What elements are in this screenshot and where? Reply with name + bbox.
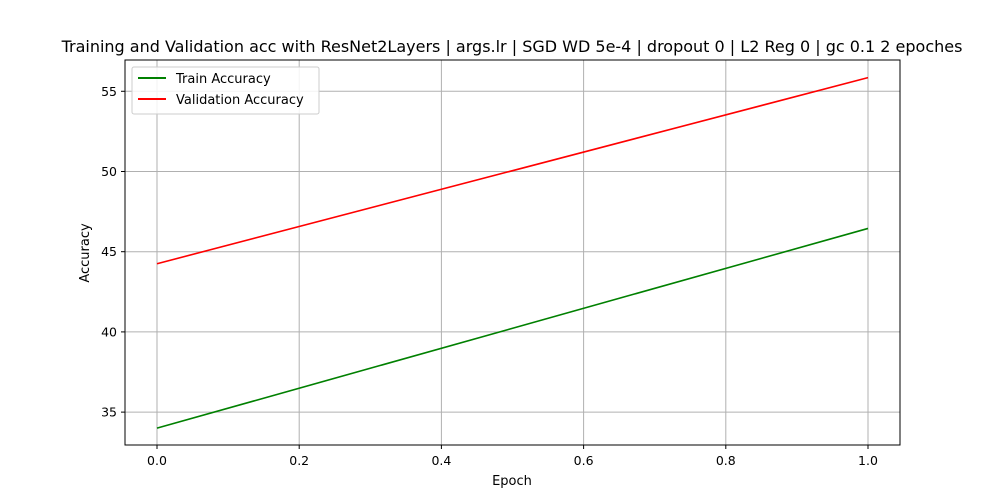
- y-tick-label: 55: [101, 84, 117, 99]
- plot-frame: [124, 59, 901, 446]
- legend: Train Accuracy Validation Accuracy: [131, 66, 320, 115]
- chart-title: Training and Validation acc with ResNet2…: [61, 37, 963, 56]
- x-tick-label: 1.0: [858, 453, 878, 468]
- y-tick-label: 50: [101, 164, 117, 179]
- y-axis-label: Accuracy: [78, 223, 93, 283]
- x-axis-ticks: 0.0 0.2 0.4 0.6 0.8 1.0: [147, 445, 878, 468]
- y-tick-label: 35: [101, 405, 117, 420]
- x-tick-label: 0.6: [574, 453, 594, 468]
- validation-accuracy-line: [156, 76, 869, 265]
- x-tick-label: 0.8: [716, 453, 736, 468]
- y-tick-label: 45: [101, 244, 117, 259]
- train-accuracy-line: [156, 227, 869, 429]
- y-axis-ticks: 35 40 45 50 55: [101, 84, 125, 420]
- x-tick-label: 0.4: [431, 453, 451, 468]
- series-lines: [156, 76, 869, 429]
- x-tick-label: 0.0: [147, 453, 167, 468]
- legend-label-validation: Validation Accuracy: [176, 93, 304, 108]
- legend-label-train: Train Accuracy: [175, 72, 271, 87]
- y-tick-label: 40: [101, 324, 117, 339]
- legend-box: [131, 66, 320, 115]
- x-axis-label: Epoch: [492, 474, 532, 489]
- x-tick-label: 0.2: [289, 453, 309, 468]
